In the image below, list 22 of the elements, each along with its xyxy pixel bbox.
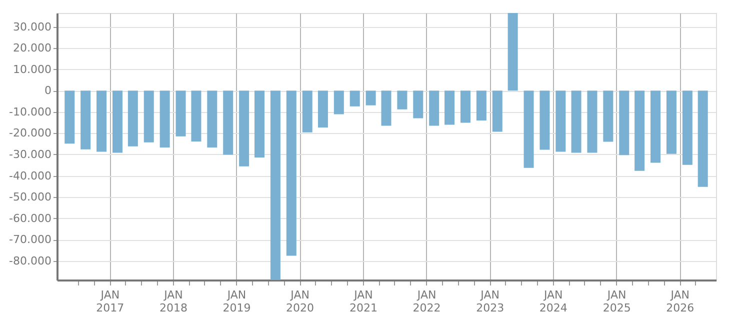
x-tick-label: JAN 2017 (96, 288, 124, 313)
x-tick-label: JAN 2020 (286, 288, 314, 313)
x-tick-label: JAN 2024 (539, 288, 568, 313)
y-tick-label: -40.000 (9, 169, 52, 182)
x-tick-label: JAN 2021 (350, 288, 378, 313)
y-tick-label: -20.000 (9, 126, 52, 140)
x-tick-label: JAN 2019 (222, 288, 251, 313)
y-tick-label: 0 (44, 84, 52, 98)
y-tick-label: -80.000 (9, 254, 52, 268)
y-tick-label: 10.000 (13, 62, 52, 76)
y-tick-label: -50.000 (9, 190, 52, 204)
y-tick-label: -60.000 (9, 212, 52, 225)
y-tick-label: -10.000 (9, 105, 52, 118)
y-tick-label: -30.000 (9, 148, 52, 161)
x-tick-label: JAN 2022 (412, 288, 441, 313)
x-tick-label: JAN 2025 (602, 288, 631, 313)
y-tick-label: 30.000 (13, 20, 52, 34)
x-tick-label: JAN 2026 (666, 288, 694, 313)
x-tick-label: JAN 2018 (159, 288, 188, 313)
y-tick-label: 20.000 (13, 42, 52, 55)
x-tick-label: JAN 2023 (476, 288, 504, 313)
y-tick-label: -70.000 (9, 233, 52, 246)
